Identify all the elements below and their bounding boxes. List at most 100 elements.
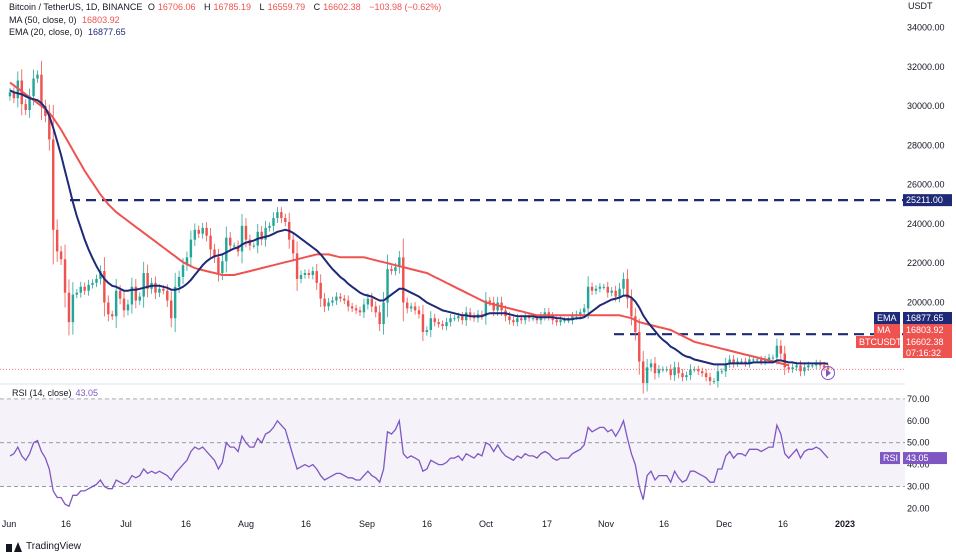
candle (24, 99, 27, 116)
candle-body (221, 261, 224, 274)
candle-body (370, 298, 374, 307)
candle (685, 371, 688, 381)
candle (146, 264, 149, 298)
candle-body (91, 282, 94, 285)
ema-legend[interactable]: EMA (20, close, 0) 16877.65 (9, 26, 129, 38)
candle-body (728, 359, 731, 364)
candle-body (386, 269, 389, 303)
price-tick-label: 30000.00 (907, 101, 945, 111)
candle-body (193, 229, 197, 240)
candle (358, 306, 362, 316)
ma-value-badge-bg (903, 324, 952, 336)
candle-body (75, 292, 79, 295)
time-tick-label: 16 (301, 519, 311, 529)
candle-body (457, 316, 460, 319)
replay-icon[interactable] (821, 366, 835, 380)
rsi-tick-label: 50.00 (907, 438, 930, 448)
candle (225, 226, 228, 273)
ema-value-badge-text: 16877.65 (906, 313, 944, 323)
candle-body (563, 320, 566, 322)
candle-body (134, 286, 138, 301)
candle-body (559, 320, 562, 323)
price-tick-label: 28000.00 (907, 140, 945, 150)
candle (409, 302, 413, 313)
candle (405, 297, 409, 314)
candle (138, 292, 141, 305)
candle-body (185, 257, 189, 266)
candle-body (209, 235, 212, 250)
candle (79, 281, 82, 298)
candle (40, 60, 43, 121)
ma-value-badge: 16803.92 (903, 324, 952, 336)
candle (539, 311, 543, 325)
candle (346, 295, 350, 312)
candle (28, 88, 31, 118)
candle (193, 223, 197, 247)
candle (732, 355, 735, 368)
candle (622, 272, 625, 296)
candle-body (508, 316, 511, 321)
candle-body (704, 373, 708, 378)
candle-body (323, 298, 326, 307)
candle-body (496, 302, 499, 311)
candle-body (130, 286, 134, 305)
candle-body (67, 292, 71, 323)
ma-value-badge-text: 16803.92 (906, 325, 944, 335)
candle (543, 308, 547, 321)
candle (107, 295, 110, 322)
candle-body (177, 276, 181, 287)
candle (693, 366, 696, 373)
candle-body (272, 218, 275, 226)
candle (173, 272, 177, 333)
close-value: 16602.38 (323, 2, 361, 12)
candle-body (118, 290, 122, 299)
candle (417, 306, 421, 319)
time-tick-label: 16 (778, 519, 788, 529)
candle-body (539, 316, 543, 321)
candle (291, 231, 295, 262)
candle (673, 361, 676, 381)
candle (579, 308, 582, 318)
price-value-bg (903, 336, 952, 358)
candle-body (732, 359, 735, 364)
candle (630, 289, 633, 326)
price-tick-label: 26000.00 (907, 180, 945, 190)
candle-body (649, 363, 653, 368)
candle (398, 250, 401, 274)
candle-body (669, 369, 672, 376)
candle-body (653, 363, 657, 374)
rsi-legend[interactable]: RSI (14, close) 43.05 (12, 388, 98, 398)
rsi-line (9, 418, 829, 508)
candle (602, 283, 606, 290)
candle-body (264, 227, 267, 240)
price-badges: 25211.0018388.00EMA16877.65MA16803.92BTC… (856, 194, 952, 465)
candle (323, 292, 326, 313)
candle-body (32, 78, 35, 97)
candle-body (586, 286, 590, 309)
candle-body (201, 227, 204, 234)
candle-body (339, 296, 342, 299)
candle-body (79, 286, 82, 293)
candle (91, 279, 94, 289)
ema-tag-badge: EMA (874, 312, 900, 324)
candle-body (299, 275, 303, 279)
candle-body (638, 331, 641, 362)
candle-body (759, 359, 763, 362)
candle (126, 299, 130, 316)
candle (201, 222, 204, 239)
tradingview-logo[interactable]: TradingView (6, 541, 81, 552)
rsi-value-badge: 43.05 (903, 452, 947, 465)
candle-body (319, 282, 322, 299)
candle (445, 317, 448, 331)
candle-body (795, 365, 798, 368)
candle-body (673, 367, 676, 376)
candle-body (307, 273, 311, 275)
candle-body (523, 316, 527, 321)
candle (704, 368, 708, 382)
candle (209, 227, 212, 258)
rsi-axis: 70.00 60.00 50.00 40.00 30.00 20.00 (907, 394, 930, 513)
price-tick-label: 22000.00 (907, 258, 945, 268)
ma-legend[interactable]: MA (50, close, 0) 16803.92 (9, 14, 123, 26)
candle (390, 265, 393, 275)
